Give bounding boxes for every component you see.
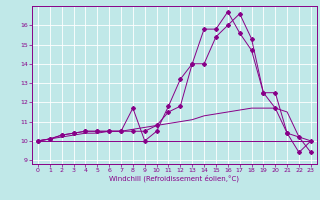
X-axis label: Windchill (Refroidissement éolien,°C): Windchill (Refroidissement éolien,°C) <box>109 175 239 182</box>
